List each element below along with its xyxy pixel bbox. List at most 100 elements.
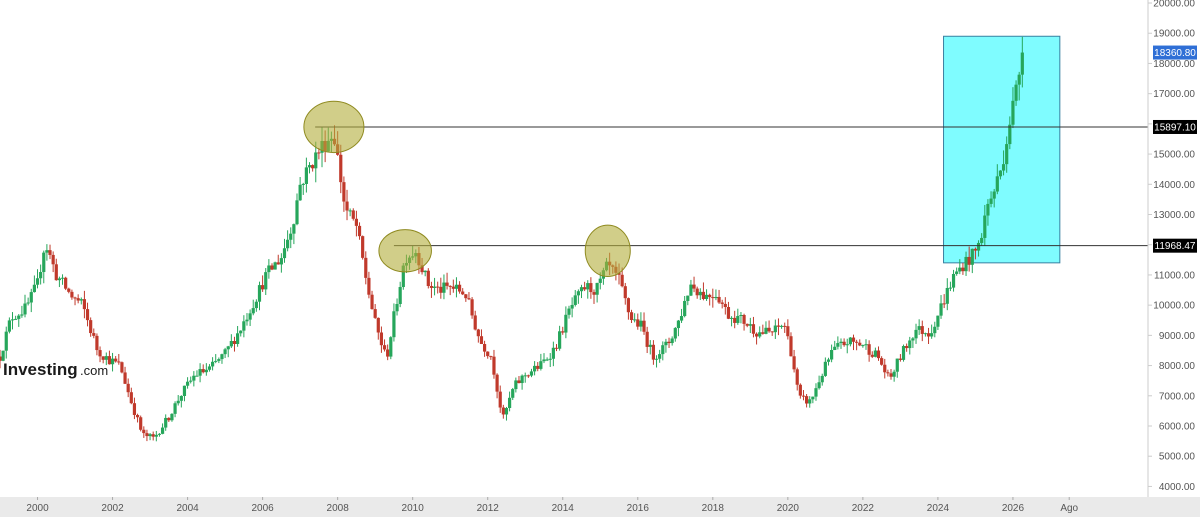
candle xyxy=(523,372,527,383)
candle-body xyxy=(476,329,480,337)
candle-body xyxy=(701,291,706,299)
x-tick-label: 2014 xyxy=(552,503,575,514)
candle-body xyxy=(714,296,718,299)
candle xyxy=(4,326,8,359)
candle-body xyxy=(501,407,505,415)
candle xyxy=(92,328,96,339)
candle xyxy=(289,227,293,249)
candle xyxy=(357,222,362,240)
candle-body xyxy=(232,340,237,344)
candle xyxy=(292,223,296,245)
candle-body xyxy=(676,320,681,329)
candle-body xyxy=(930,333,934,337)
candle xyxy=(164,414,168,431)
candle-body xyxy=(245,319,249,322)
candle xyxy=(389,336,393,360)
candle-body xyxy=(279,258,283,265)
candle xyxy=(198,363,202,383)
candle-body xyxy=(942,303,946,305)
candle-body xyxy=(667,341,671,344)
y-tick-label: 4000.00 xyxy=(1159,482,1196,493)
candle-body xyxy=(179,395,183,401)
candle xyxy=(808,396,812,408)
candle-body xyxy=(720,302,724,304)
candle-body xyxy=(955,271,959,274)
candle-body xyxy=(873,350,877,357)
candle-body xyxy=(704,294,709,299)
candle xyxy=(295,193,299,226)
candle xyxy=(733,310,737,329)
candle-body xyxy=(976,242,981,251)
x-tick-label: 2004 xyxy=(176,503,199,514)
candle xyxy=(958,259,962,275)
candle xyxy=(1008,116,1012,150)
candle-body xyxy=(367,277,371,295)
candle-body xyxy=(45,250,49,253)
candle-body xyxy=(173,403,177,414)
candle-body xyxy=(101,356,105,360)
candle xyxy=(489,355,493,360)
candle xyxy=(454,277,459,298)
candle xyxy=(905,343,909,352)
y-tick-label: 18000.00 xyxy=(1153,59,1195,70)
candle-body xyxy=(626,298,630,313)
candle-body xyxy=(648,344,652,347)
candle xyxy=(558,325,562,351)
candle xyxy=(248,309,252,327)
candle xyxy=(48,244,52,260)
candle xyxy=(973,247,978,260)
candle xyxy=(364,251,368,285)
candle-body xyxy=(210,361,215,367)
candle xyxy=(623,282,627,305)
candle xyxy=(792,349,796,373)
candle xyxy=(839,338,843,349)
candle-body xyxy=(432,286,437,288)
candle-body xyxy=(961,267,965,272)
candle xyxy=(35,269,40,289)
candle xyxy=(145,429,149,442)
candle xyxy=(801,390,806,401)
candle-body xyxy=(998,170,1003,177)
candle-body xyxy=(10,319,15,321)
candle xyxy=(654,355,659,368)
candle xyxy=(983,204,987,246)
x-tick-label: 2012 xyxy=(477,503,500,514)
candle-body xyxy=(851,337,856,342)
candle xyxy=(160,423,165,435)
candle-body xyxy=(14,318,18,320)
candle-body xyxy=(220,354,224,360)
level-price-tag: 11968.47 xyxy=(1155,241,1196,252)
candle xyxy=(32,275,36,293)
candle-body xyxy=(479,336,484,345)
candle-body xyxy=(7,320,11,332)
candle-body xyxy=(858,342,862,346)
candle-body xyxy=(298,184,302,201)
candle xyxy=(439,277,443,299)
candle-body xyxy=(623,286,627,299)
candle-body xyxy=(214,360,218,362)
candle-body xyxy=(964,256,968,272)
candle xyxy=(670,336,674,346)
candle xyxy=(351,208,355,221)
candle xyxy=(942,294,946,309)
candle xyxy=(129,387,133,405)
candle-body xyxy=(223,349,227,355)
candle xyxy=(101,356,105,364)
candle-body xyxy=(817,382,821,389)
candle xyxy=(154,430,158,442)
candle-body xyxy=(311,165,315,169)
candle xyxy=(579,284,584,299)
candle xyxy=(536,362,540,372)
candle xyxy=(836,336,840,350)
candle xyxy=(470,297,474,319)
highlight-circle xyxy=(584,224,631,277)
candle-body xyxy=(82,299,87,310)
candle-body xyxy=(651,344,656,360)
candle xyxy=(864,339,868,350)
candle-body xyxy=(992,191,996,199)
candle-body xyxy=(157,433,162,435)
candle xyxy=(861,344,865,348)
candle xyxy=(970,248,974,274)
candle xyxy=(758,326,762,339)
candle-body xyxy=(95,335,99,351)
